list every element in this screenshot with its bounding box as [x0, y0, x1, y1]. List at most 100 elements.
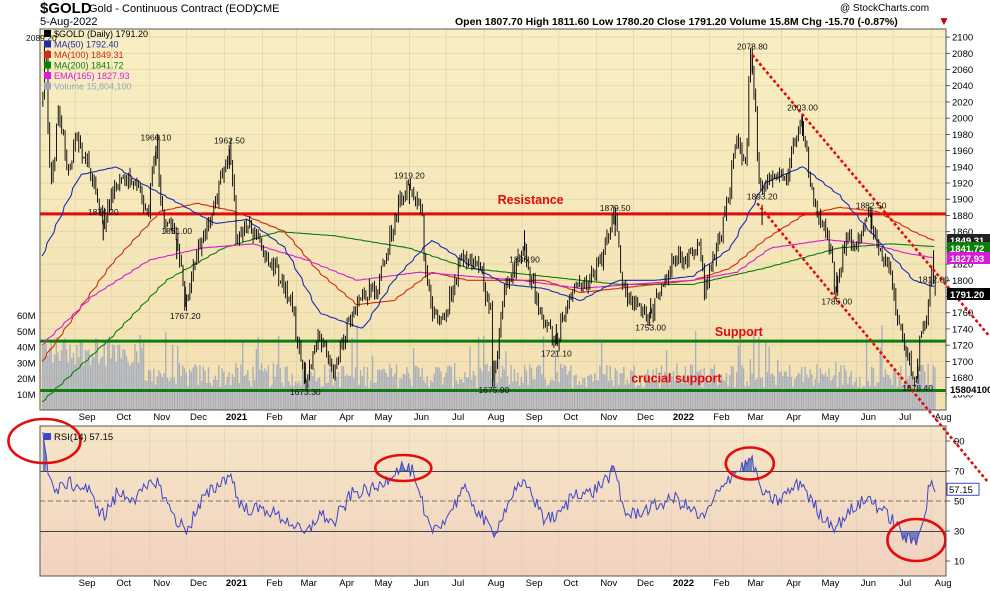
volume-bar	[600, 342, 603, 410]
volume-bar	[677, 380, 680, 410]
volume-bar	[267, 365, 269, 410]
ma50-line	[41, 166, 935, 329]
y-tick-label: 2000	[952, 114, 973, 125]
legend-swatch	[44, 72, 51, 79]
rsi-line	[42, 431, 936, 546]
x-tick-label: Oct	[116, 412, 131, 423]
volume-bar	[136, 351, 138, 410]
volume-bar	[438, 367, 440, 410]
volume-bar	[706, 380, 709, 410]
volume-bar	[667, 374, 669, 410]
volume-bar	[306, 384, 309, 410]
volume-bar	[226, 377, 228, 410]
volume-bar	[729, 375, 731, 410]
volume-bar	[320, 386, 322, 410]
volume-bar	[98, 363, 100, 410]
y-tick-label: 1760	[952, 308, 973, 319]
x-tick-label: Oct	[563, 412, 578, 423]
y-tick-label: 2040	[952, 81, 973, 92]
volume-bar	[272, 363, 275, 410]
volume-bar	[558, 382, 560, 410]
volume-bar	[853, 381, 856, 410]
price-y-axis: 1660168017001720174017601780180018201840…	[946, 33, 973, 400]
volume-bar	[178, 363, 181, 410]
x-tick-label: Nov	[600, 412, 617, 423]
volume-bar	[874, 386, 876, 410]
volume-bar	[812, 386, 815, 410]
volume-bar	[792, 386, 794, 410]
volume-tick-label: 20M	[17, 374, 36, 385]
volume-bar	[816, 364, 818, 410]
volume-bar	[260, 363, 263, 410]
right-axis-tag	[947, 288, 990, 300]
volume-bar	[814, 379, 816, 410]
volume-bar	[361, 376, 364, 410]
volume-bar	[76, 345, 78, 410]
price-label: 1675.90	[479, 385, 510, 395]
volume-bar	[529, 364, 531, 410]
x-tick-label: Apr	[339, 412, 354, 423]
volume-tick-label: 40M	[17, 343, 36, 354]
volume-bar	[122, 348, 124, 410]
price-label: 2003.00	[787, 103, 818, 113]
volume-bar	[469, 346, 471, 410]
volume-bar	[534, 378, 536, 410]
volume-bar	[414, 365, 417, 410]
volume-bar	[855, 378, 858, 410]
volume-bar	[132, 362, 134, 410]
volume-bar	[45, 343, 47, 410]
x-tick-label: May	[374, 578, 392, 589]
y-tick-label: 1820	[952, 260, 973, 271]
x-tick-label: Nov	[153, 412, 170, 423]
volume-bar	[332, 385, 334, 410]
volume-bar	[876, 382, 878, 410]
volume-bar	[200, 381, 203, 410]
volume-bar	[720, 374, 722, 410]
volume-bar	[773, 376, 775, 410]
x-tick-label: May	[821, 578, 839, 589]
y-tick-label: 1920	[952, 179, 973, 190]
legend-label: MA(100) 1849.31	[54, 50, 124, 60]
y-tick-label: 1900	[952, 195, 973, 206]
volume-bar	[636, 384, 639, 410]
volume-bar	[83, 365, 85, 410]
volume-bar	[389, 363, 391, 410]
price-label: 1879.50	[600, 203, 631, 213]
volume-bar	[48, 347, 51, 410]
volume-bar	[91, 353, 93, 410]
price-label: 1851.00	[161, 226, 192, 236]
volume-bar	[79, 340, 81, 410]
volume-bar	[843, 365, 846, 410]
volume-bar	[648, 375, 651, 410]
y-tick-label: 2060	[952, 65, 973, 76]
volume-bar	[624, 384, 627, 410]
volume-bar	[541, 374, 543, 410]
volume-bar	[300, 385, 302, 410]
price-x-axis: Sep Oct Nov Dec 2021 Feb Mar Apr May Jun Jul Aug Sep…	[79, 412, 952, 423]
volume-bar	[166, 377, 169, 410]
volume-bar	[929, 385, 931, 410]
volume-bar	[818, 382, 820, 410]
volume-bar	[404, 374, 406, 410]
x-tick-label: May	[374, 412, 392, 423]
volume-bar	[435, 367, 437, 410]
ema165-line	[41, 239, 935, 346]
volume-bar	[71, 358, 73, 410]
volume-y-axis: 10M 20M 30M 40M 50M 60M	[17, 311, 36, 401]
volume-bar	[479, 367, 481, 410]
volume-bar	[604, 374, 606, 410]
volume-bar	[156, 376, 158, 410]
volume-bar	[588, 375, 591, 410]
rsi-x-axis: Sep Oct Nov Dec 2021 Feb Mar Apr May Jun Jul Aug Sep…	[79, 578, 952, 589]
volume-bar	[89, 365, 92, 410]
price-labels: 2089.20 1874.20 1851.00 1966.10 1767.20 1962.…	[26, 33, 949, 397]
volume-bar	[903, 382, 905, 410]
volume-bar	[537, 364, 540, 410]
right-axis-tag-label: 1841.72	[950, 244, 984, 255]
volume-bar	[231, 374, 234, 410]
volume-bar	[171, 344, 174, 410]
volume-bar	[500, 378, 502, 410]
x-tick-label: Oct	[116, 578, 131, 589]
volume-bar	[559, 363, 562, 410]
volume-bar	[626, 379, 628, 410]
